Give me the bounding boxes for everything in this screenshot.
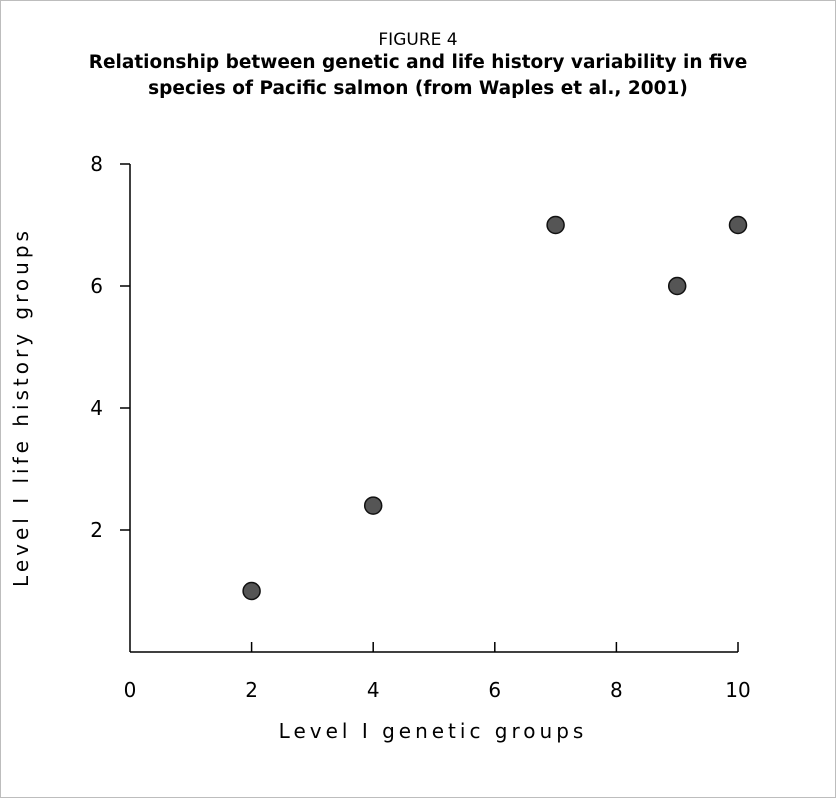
data-points [242,215,748,601]
y-tick-label: 4 [90,396,103,420]
figure-title: Relationship between genetic and life hi… [0,50,836,102]
x-axis-title: Level I genetic groups [279,719,588,743]
axes [129,164,738,653]
x-tick-label: 4 [367,678,380,702]
data-point [242,581,261,601]
x-tick-label: 0 [124,678,137,702]
x-tick-label: 6 [488,678,501,702]
data-point [728,215,748,235]
y-tick-label: 2 [90,518,103,542]
figure-title-line-2: species of Pacific salmon (from Waples e… [148,78,688,99]
y-tick-label: 8 [90,152,103,176]
figure-title-line-1: Relationship between genetic and life hi… [88,52,748,73]
x-tick-label: 2 [245,678,258,702]
ticks: 0 2 4 6 8 10 2 4 6 8 [90,152,750,702]
data-point [667,276,687,296]
x-tick-label: 8 [610,678,623,702]
y-axis-title: Level I life history groups [9,227,33,587]
data-point [363,496,383,515]
data-point [546,215,565,235]
y-tick-label: 6 [90,274,103,298]
x-tick-label: 10 [725,678,750,702]
figure-label: FIGURE 4 [378,30,458,50]
